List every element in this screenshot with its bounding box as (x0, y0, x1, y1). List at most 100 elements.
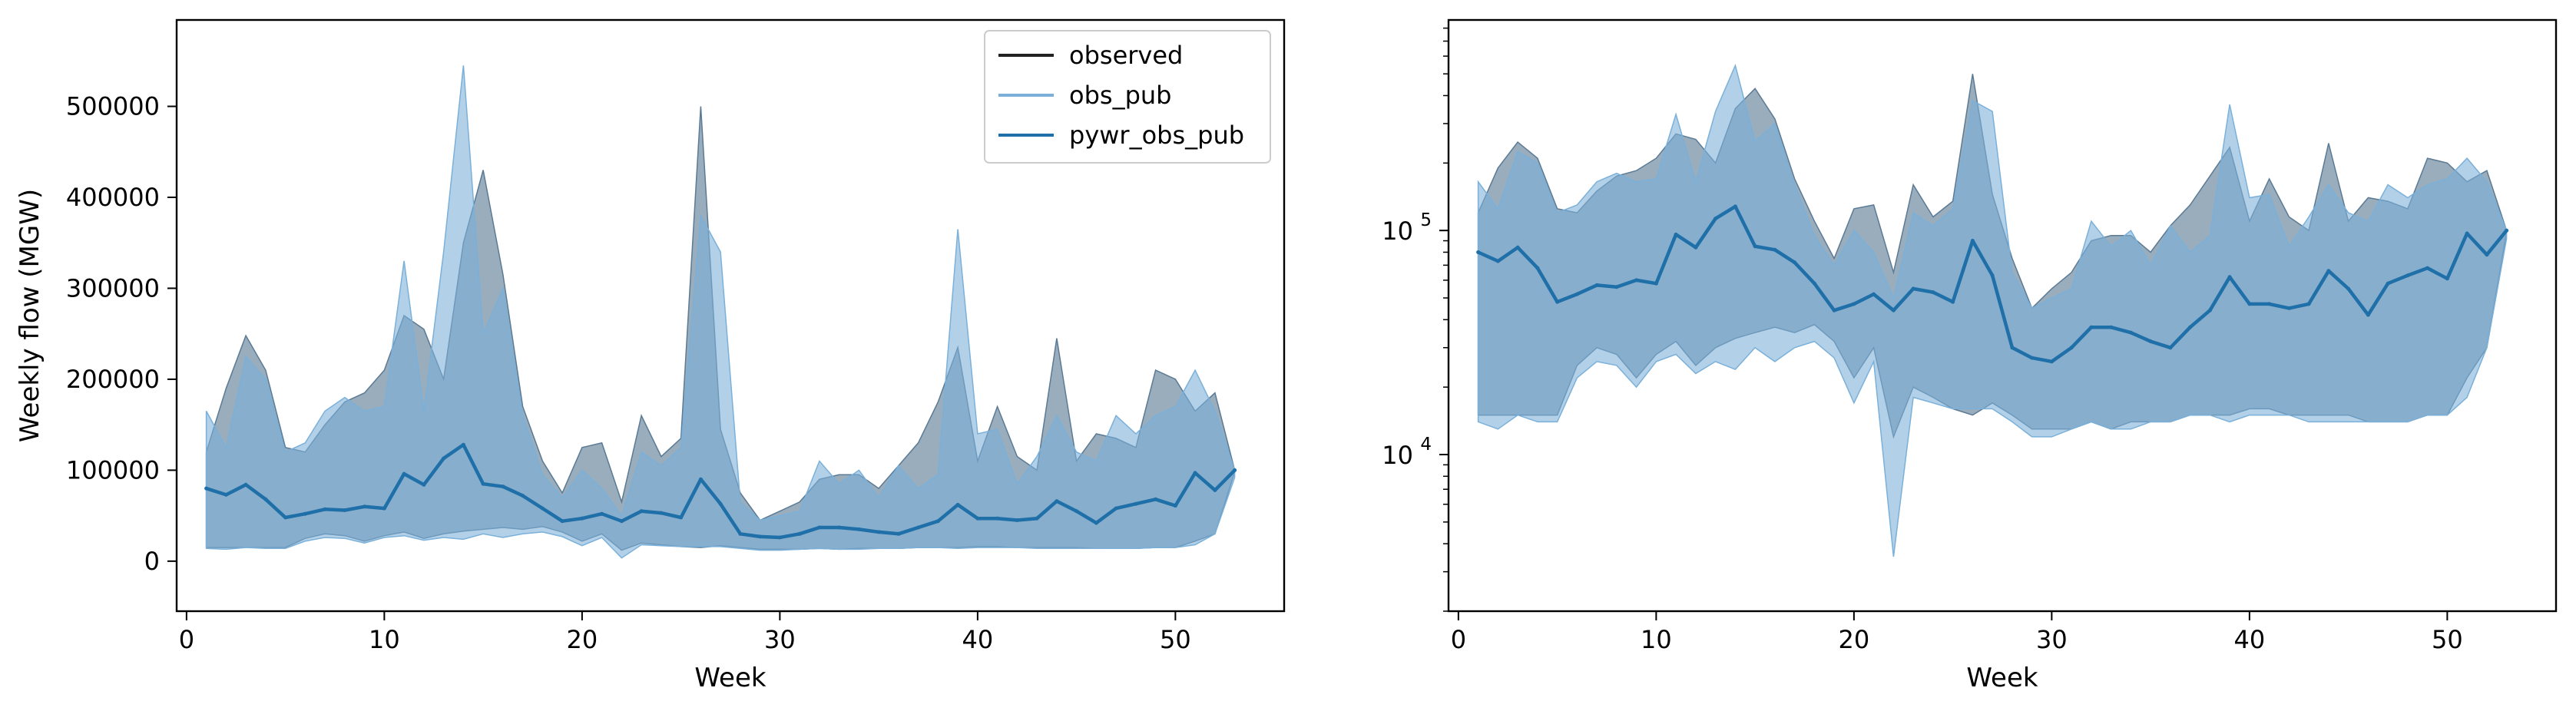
right-pywr-obs-pub-point (1891, 308, 1896, 313)
right-y-tick-label: 10 (1382, 217, 1413, 246)
left-pywr-obs-pub-point (521, 494, 525, 498)
left-x-tick-label: 30 (764, 625, 796, 654)
right-pywr-obs-pub-point (1832, 308, 1836, 313)
right-pywr-obs-pub-point (1911, 286, 1915, 291)
left-x-tick-label: 10 (369, 625, 400, 654)
left-pywr-obs-pub-point (758, 534, 763, 539)
left-pywr-obs-pub-point (856, 527, 861, 531)
left-pywr-obs-pub-point (659, 511, 664, 515)
left-pywr-obs-pub-point (402, 471, 406, 476)
left-pywr-obs-pub-point (718, 501, 723, 506)
right-pywr-obs-pub-point (1970, 239, 1975, 243)
left-pywr-obs-pub-point (1233, 468, 1237, 472)
left-pywr-obs-pub-point (501, 484, 505, 489)
right-pywr-obs-pub-point (2128, 330, 2133, 335)
right-y-tick-label: 10 (1382, 441, 1413, 470)
left-axes-frame (175, 18, 1286, 613)
right-x-tick-label: 0 (1451, 625, 1466, 654)
right-plot-area (1476, 63, 2509, 557)
right-pywr-obs-pub-point (2425, 266, 2430, 270)
right-pywr-obs-pub-point (2069, 346, 2074, 350)
left-pywr-obs-pub-point (1213, 488, 1217, 492)
right-pywr-obs-pub-point (1555, 299, 1560, 304)
right-pywr-obs-pub-point (2485, 253, 2489, 257)
left-pywr-obs-pub-point (442, 456, 446, 461)
left-series-group (204, 65, 1237, 559)
left-pywr-obs-pub-point (223, 492, 228, 497)
right-x-axis-label: Week (1966, 663, 2038, 693)
left-pywr-obs-pub-point (343, 508, 347, 512)
right-pywr-obs-pub-point (2505, 228, 2509, 233)
left-y-tick-label: 500000 (66, 92, 160, 121)
right-pywr-obs-pub-point (1515, 245, 1520, 250)
left-pywr-obs-pub-point (797, 531, 802, 536)
right-pywr-obs-pub-point (2306, 302, 2311, 306)
left-chart-panel: 0 10 20 30 40 50 0 100000 200000 300000 400000 500… (15, 18, 1286, 693)
right-pywr-obs-pub-point (2207, 308, 2212, 313)
legend-label-pywr-obs-pub: pywr_obs_pub (1069, 121, 1244, 150)
right-pywr-obs-pub-point (1654, 281, 1658, 286)
right-pywr-obs-pub-point (1535, 266, 1540, 270)
right-axes-frame (1447, 18, 2558, 613)
right-pywr-obs-pub-point (1574, 292, 1579, 296)
left-pywr-obs-pub-point (817, 525, 822, 530)
left-y-tick-label: 200000 (66, 365, 160, 394)
right-chart-panel: 0 10 20 30 40 50 10 4 10 5 Week (1382, 18, 2558, 693)
right-pywr-obs-pub-point (2346, 286, 2351, 291)
right-x-tick-label: 10 (1641, 625, 1672, 654)
right-pywr-obs-pub-point (2286, 306, 2291, 310)
right-x-tick-label: 50 (2432, 625, 2463, 654)
left-pywr-obs-pub-point (461, 442, 465, 447)
left-pywr-obs-pub-point (560, 519, 565, 524)
left-x-tick-label: 20 (567, 625, 598, 654)
left-pywr-obs-pub-point (777, 535, 782, 540)
legend-label-obs-pub: obs_pub (1069, 81, 1171, 110)
left-x-tick-label: 0 (179, 625, 194, 654)
left-plot-area (204, 65, 1237, 559)
right-pywr-obs-pub-point (1495, 259, 1500, 263)
left-pywr-obs-pub-point (1114, 506, 1118, 511)
right-pywr-obs-pub-point (1812, 281, 1816, 286)
right-series-group (1476, 63, 2509, 557)
left-y-ticks: 0 100000 200000 300000 400000 500000 (66, 92, 177, 576)
legend-label-observed: observed (1069, 41, 1183, 70)
right-pywr-obs-pub-point (2188, 325, 2193, 329)
right-pywr-obs-pub-point (2445, 276, 2449, 281)
right-obs-pub-band (1477, 63, 2508, 557)
right-pywr-obs-pub-point (1694, 245, 1698, 250)
legend: observed obs_pub pywr_obs_pub (984, 30, 1271, 164)
right-pywr-obs-pub-point (2148, 339, 2153, 344)
left-pywr-obs-pub-point (876, 530, 881, 534)
left-y-axis-label: Weekly flow (MGW) (15, 189, 45, 442)
left-pywr-obs-pub-point (896, 531, 901, 536)
left-pywr-obs-pub-point (1035, 516, 1039, 521)
left-pywr-obs-pub-point (916, 525, 921, 530)
left-pywr-obs-pub-point (1193, 471, 1197, 475)
left-pywr-obs-pub-point (303, 511, 307, 516)
right-pywr-obs-pub-point (1476, 250, 1481, 254)
left-pywr-obs-pub-point (1055, 499, 1059, 504)
left-x-axis-label: Week (694, 663, 766, 693)
left-pywr-obs-pub-point (283, 515, 288, 520)
right-pywr-obs-pub-point (1951, 299, 1955, 304)
left-pywr-obs-pub-point (1173, 504, 1177, 508)
left-pywr-obs-pub-point (422, 482, 426, 487)
left-pywr-obs-pub-point (1094, 521, 1098, 525)
left-pywr-obs-pub-point (1134, 501, 1138, 506)
left-y-tick-label: 300000 (66, 273, 160, 303)
right-y-tick-exponent: 4 (1420, 435, 1432, 455)
right-pywr-obs-pub-point (2227, 275, 2232, 279)
left-pywr-obs-pub-point (540, 506, 545, 511)
right-pywr-obs-pub-point (1713, 217, 1718, 221)
left-y-tick-label: 400000 (66, 183, 160, 212)
right-y-ticks: 10 4 10 5 (1382, 27, 1449, 612)
right-pywr-obs-pub-point (1733, 204, 1737, 209)
right-pywr-obs-pub-point (2465, 231, 2469, 236)
left-x-tick-label: 50 (1160, 625, 1191, 654)
right-pywr-obs-pub-point (2168, 346, 2173, 350)
left-pywr-obs-pub-point (738, 531, 743, 536)
left-x-ticks: 0 10 20 30 40 50 (179, 611, 1191, 654)
right-pywr-obs-pub-point (1852, 302, 1856, 306)
left-pywr-obs-pub-point (1015, 518, 1019, 522)
